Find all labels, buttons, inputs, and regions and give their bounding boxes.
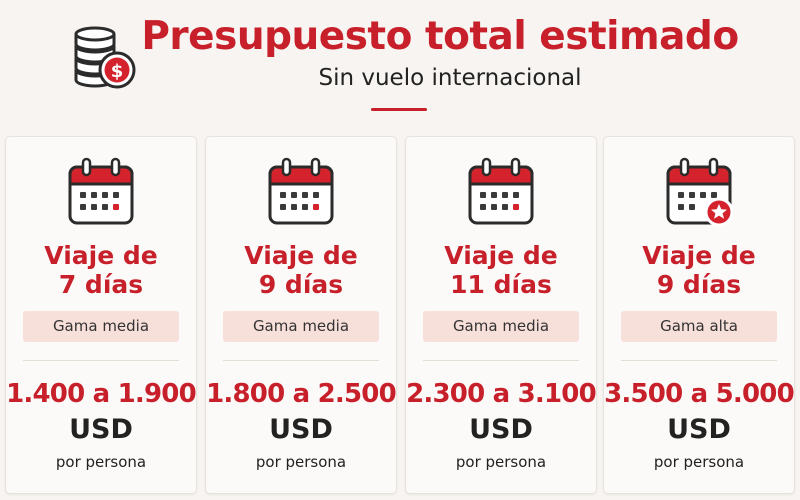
per-person-label: por persona xyxy=(55,453,147,471)
trip-duration-line2: 11 días xyxy=(450,270,552,299)
calendar-icon xyxy=(268,157,334,225)
budget-card-7-days: Viaje de 7 días Gama media 1.400 a 1.900… xyxy=(5,136,197,494)
trip-duration-line1: Viaje de xyxy=(244,241,358,270)
card-divider xyxy=(423,360,579,361)
currency-label: USD xyxy=(667,414,731,445)
price-range: 2.300 a 3.100 xyxy=(406,379,597,409)
coins-dollar-icon: $ xyxy=(74,26,136,89)
budget-card-11-days: Viaje de 11 días Gama media 2.300 a 3.10… xyxy=(405,136,597,494)
range-badge: Gama alta xyxy=(621,311,777,342)
calendar-star-icon xyxy=(666,157,733,227)
trip-duration-line2: 7 días xyxy=(58,270,144,299)
trip-duration-line2: 9 días xyxy=(258,270,344,299)
price-range: 3.500 a 5.000 xyxy=(604,379,795,409)
page-title: Presupuesto total estimado xyxy=(141,14,739,59)
budget-card-9-days-premium: Viaje de 9 días Gama alta 3.500 a 5.000 … xyxy=(603,136,795,494)
budget-cards: Viaje de 7 días Gama media 1.400 a 1.900… xyxy=(5,136,795,494)
trip-duration-line2: 9 días xyxy=(656,270,742,299)
trip-duration-line1: Viaje de xyxy=(444,241,558,270)
card-divider xyxy=(223,360,379,361)
trip-duration: Viaje de 9 días xyxy=(206,241,396,299)
price-range: 1.800 a 2.500 xyxy=(206,379,397,409)
trip-duration: Viaje de 7 días xyxy=(6,241,196,299)
currency-label: USD xyxy=(69,414,133,445)
trip-duration-line1: Viaje de xyxy=(44,241,158,270)
per-person-label: por persona xyxy=(255,453,347,471)
currency-label: USD xyxy=(469,414,533,445)
trip-duration: Viaje de 11 días xyxy=(406,241,596,299)
card-divider xyxy=(23,360,179,361)
per-person-label: por persona xyxy=(455,453,547,471)
price-range: 1.400 a 1.900 xyxy=(6,379,197,409)
budget-card-9-days: Viaje de 9 días Gama media 1.800 a 2.500… xyxy=(205,136,397,494)
calendar-icon xyxy=(468,157,534,225)
trip-duration-line1: Viaje de xyxy=(642,241,756,270)
trip-duration: Viaje de 9 días xyxy=(604,241,794,299)
title-underline xyxy=(371,108,427,111)
page-subtitle: Sin vuelo internacional xyxy=(318,65,582,91)
svg-text:$: $ xyxy=(111,61,124,82)
currency-label: USD xyxy=(269,414,333,445)
card-divider xyxy=(621,360,777,361)
range-badge: Gama media xyxy=(423,311,579,342)
calendar-icon xyxy=(68,157,134,225)
per-person-label: por persona xyxy=(653,453,745,471)
range-badge: Gama media xyxy=(223,311,379,342)
range-badge: Gama media xyxy=(23,311,179,342)
